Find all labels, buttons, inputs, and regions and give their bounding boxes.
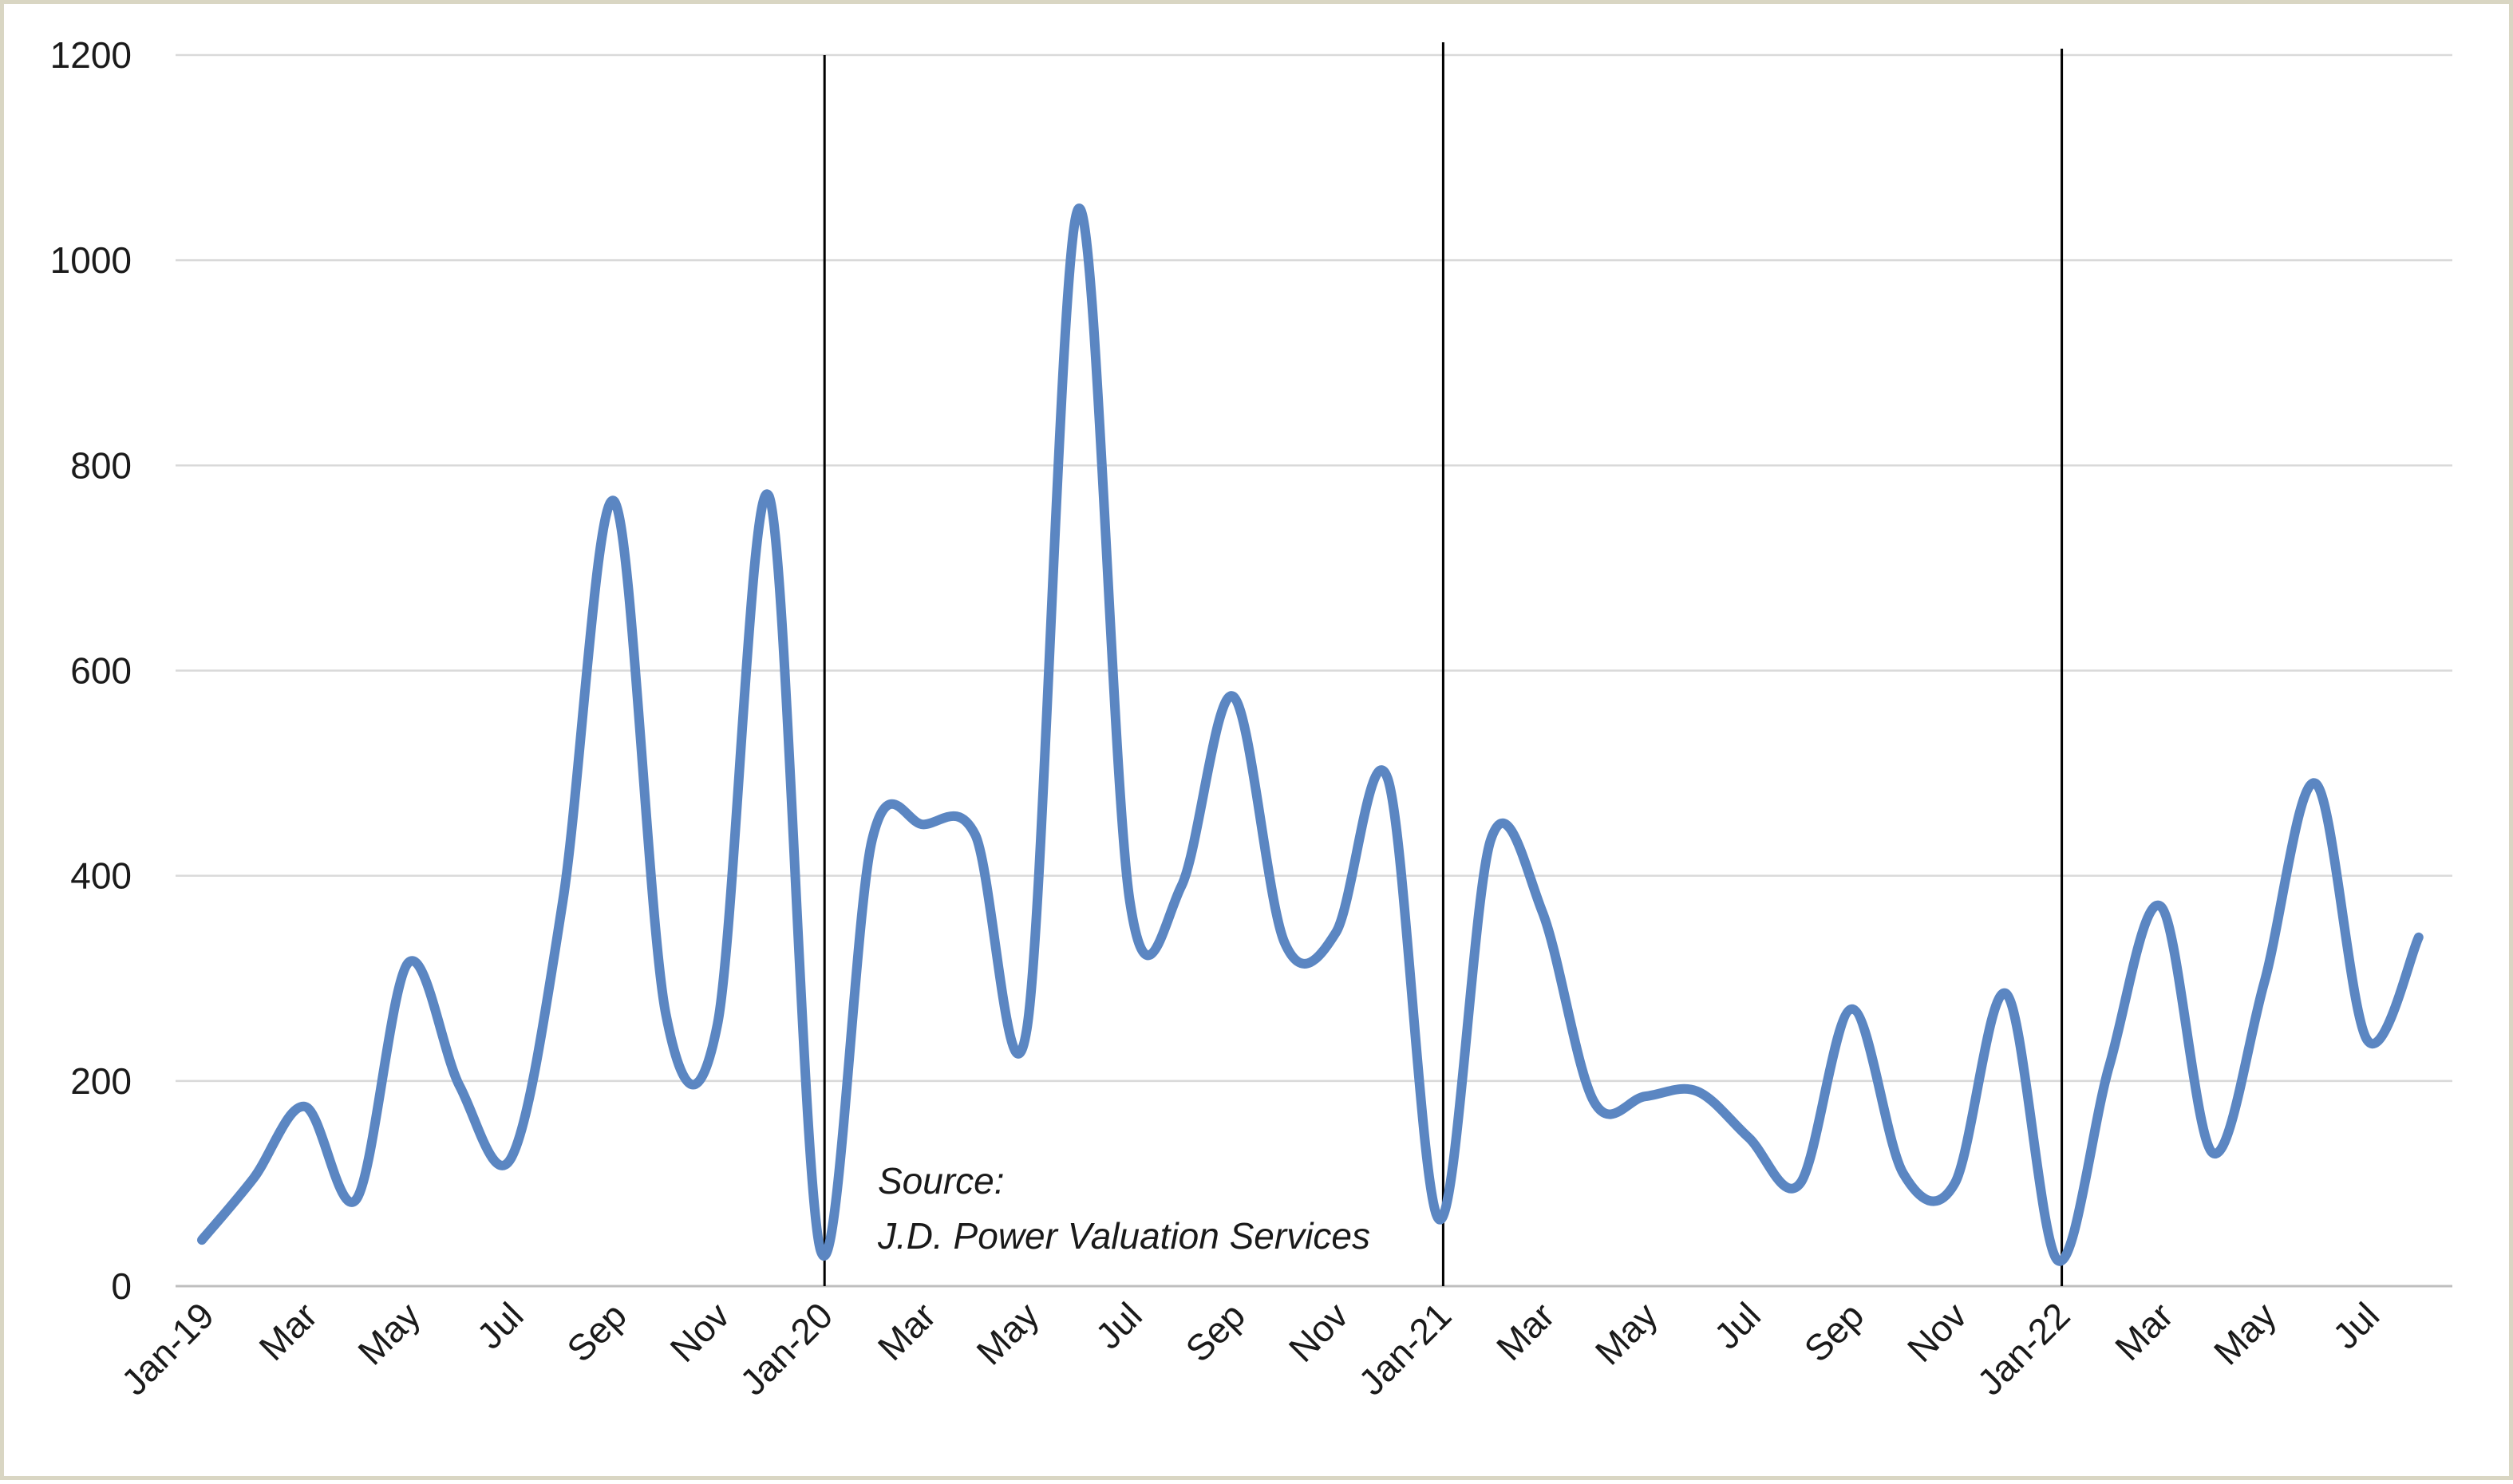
x-tick-label: Jan-21 bbox=[1350, 1294, 1459, 1403]
x-tick-label: Jan-19 bbox=[113, 1294, 222, 1403]
x-tick-label: Jul bbox=[1088, 1294, 1150, 1356]
x-tick-label: May bbox=[2206, 1294, 2284, 1372]
x-tick-label: Jan-22 bbox=[1969, 1294, 2077, 1403]
x-tick-label: Mar bbox=[870, 1294, 944, 1368]
y-tick-label: 200 bbox=[70, 1060, 132, 1102]
y-tick-label: 1000 bbox=[50, 239, 132, 281]
x-tick-label: Jul bbox=[468, 1294, 531, 1356]
gridlines bbox=[176, 55, 2452, 1286]
x-tick-label: Sep bbox=[559, 1294, 634, 1370]
y-tick-label: 800 bbox=[70, 444, 132, 486]
series-line bbox=[202, 208, 2419, 1261]
x-tick-label: Mar bbox=[251, 1294, 325, 1368]
x-tick-label: Sep bbox=[1796, 1294, 1872, 1370]
series-layer bbox=[202, 208, 2419, 1261]
x-tick-label: Mar bbox=[1488, 1294, 1563, 1368]
source-annotation: Source: J.D. Power Valuation Services bbox=[877, 1160, 1370, 1257]
y-tick-label: 1200 bbox=[50, 34, 132, 76]
x-tick-label: May bbox=[350, 1294, 428, 1372]
x-tick-label: Jul bbox=[2325, 1294, 2387, 1356]
y-tick-label: 0 bbox=[111, 1265, 132, 1307]
x-tick-label: Mar bbox=[2107, 1294, 2181, 1368]
y-axis-tick-labels: 0 200 400 600 800 1000 1200 bbox=[50, 34, 132, 1307]
line-chart: 0 200 400 600 800 1000 1200 Jan-19 Mar May Jul Sep… bbox=[4, 4, 2513, 1484]
y-tick-label: 400 bbox=[70, 855, 132, 897]
source-label-line2: J.D. Power Valuation Services bbox=[877, 1215, 1370, 1257]
x-tick-label: Nov bbox=[1281, 1294, 1357, 1370]
y-tick-label: 600 bbox=[70, 650, 132, 692]
source-label-line1: Source: bbox=[878, 1160, 1005, 1202]
x-tick-label: Nov bbox=[662, 1294, 737, 1370]
x-tick-label: May bbox=[1587, 1294, 1665, 1372]
x-tick-label: Nov bbox=[1899, 1294, 1975, 1370]
x-tick-label: Jul bbox=[1706, 1294, 1768, 1356]
x-tick-label: May bbox=[968, 1294, 1046, 1372]
x-tick-label: Jan-20 bbox=[732, 1294, 840, 1403]
x-tick-label: Sep bbox=[1177, 1294, 1253, 1370]
year-divider-lines bbox=[824, 42, 2061, 1286]
